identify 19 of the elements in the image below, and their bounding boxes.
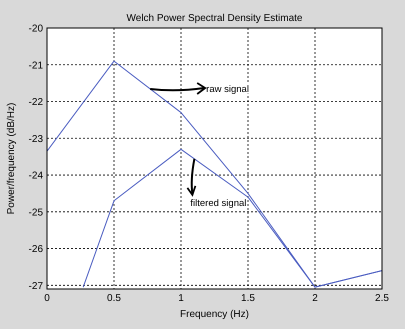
y-axis-title: Power/frequency (dB/Hz) bbox=[6, 102, 17, 214]
y-tick-label: -26 bbox=[28, 244, 44, 256]
y-tick-label: -20 bbox=[28, 24, 44, 34]
x-axis-title: Frequency (Hz) bbox=[180, 309, 249, 320]
x-tick-label: 1.5 bbox=[241, 293, 256, 304]
y-tick-label: -27 bbox=[28, 280, 44, 292]
x-tick-label: 2.5 bbox=[375, 293, 390, 304]
y-tick-label: -21 bbox=[28, 60, 44, 72]
x-tick-label: 2 bbox=[312, 293, 318, 304]
x-tick-label: 0.5 bbox=[107, 293, 122, 304]
x-tick-label: 1 bbox=[178, 293, 184, 304]
x-tick-label: 0 bbox=[44, 293, 50, 304]
annotation: raw signal bbox=[206, 84, 249, 96]
y-tick-label: -23 bbox=[28, 134, 44, 145]
y-tick-label: -25 bbox=[28, 207, 44, 218]
y-tick-label: -24 bbox=[28, 170, 44, 182]
y-tick-label: -22 bbox=[28, 97, 44, 108]
chart-title: Welch Power Spectral Density Estimate bbox=[126, 13, 303, 24]
annotation: filtered signal bbox=[190, 198, 246, 209]
